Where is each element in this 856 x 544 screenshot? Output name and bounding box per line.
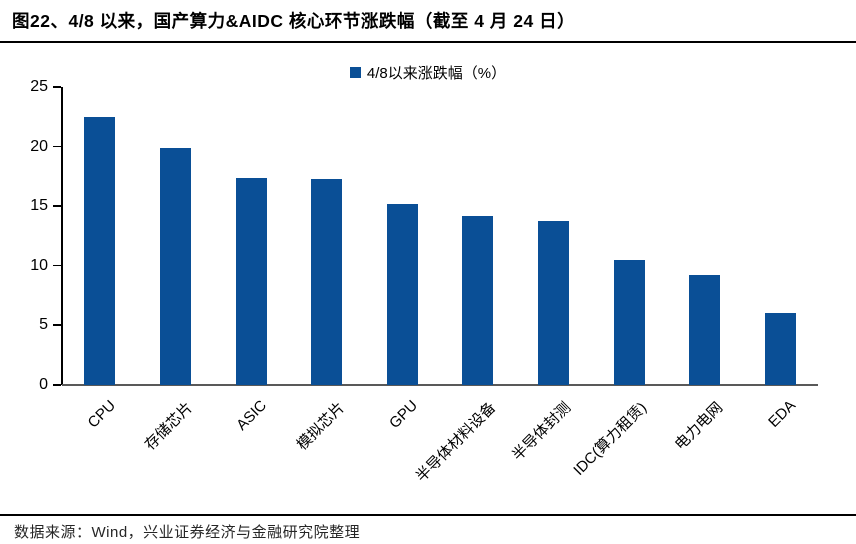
y-tick <box>53 324 61 326</box>
x-category-label: ASIC <box>233 397 271 434</box>
y-tick-label: 10 <box>30 256 48 274</box>
footer-divider <box>0 514 856 516</box>
x-category-label: 电力电网 <box>671 399 726 454</box>
y-tick-label: 15 <box>30 197 48 215</box>
y-tick <box>53 145 61 148</box>
bar <box>462 215 494 385</box>
legend-label: 4/8以来涨跌幅（%） <box>366 64 507 82</box>
x-axis <box>62 384 818 386</box>
y-tick-label: 25 <box>30 78 48 95</box>
x-category-label: EDA <box>765 397 800 431</box>
x-category-label: 半导体封测 <box>509 399 575 465</box>
y-tick <box>53 384 61 386</box>
y-tick-label: 0 <box>39 376 48 393</box>
data-source-note: 数据来源：Wind，兴业证券经济与金融研究院整理 <box>14 524 361 541</box>
title-divider <box>0 41 856 43</box>
y-tick-label: 20 <box>30 137 48 155</box>
bar <box>689 275 721 385</box>
x-category-label: 半导体材料设备 <box>412 399 499 486</box>
y-tick <box>53 205 61 207</box>
figure-title: 图22、4/8 以来，国产算力&AIDC 核心环节涨跌幅（截至 4 月 24 日… <box>12 11 576 31</box>
chart-legend: 4/8以来涨跌幅（%） <box>0 62 856 82</box>
y-tick <box>53 264 61 267</box>
bar <box>235 177 267 385</box>
bar <box>159 147 191 385</box>
bar <box>84 116 116 385</box>
bar <box>311 178 343 385</box>
bar <box>764 313 796 385</box>
y-axis <box>61 87 63 385</box>
x-category-label: GPU <box>386 397 422 433</box>
bar <box>386 203 418 385</box>
x-category-label: CPU <box>84 397 119 432</box>
x-category-label: 存储芯片 <box>142 399 197 454</box>
x-category-label: 模拟芯片 <box>293 399 348 454</box>
y-tick <box>53 86 61 88</box>
bar <box>537 220 569 385</box>
legend-swatch-icon <box>349 66 361 78</box>
y-tick-label: 5 <box>39 316 48 334</box>
bar <box>613 259 645 385</box>
x-category-label: IDC(算力租赁) <box>570 399 651 479</box>
